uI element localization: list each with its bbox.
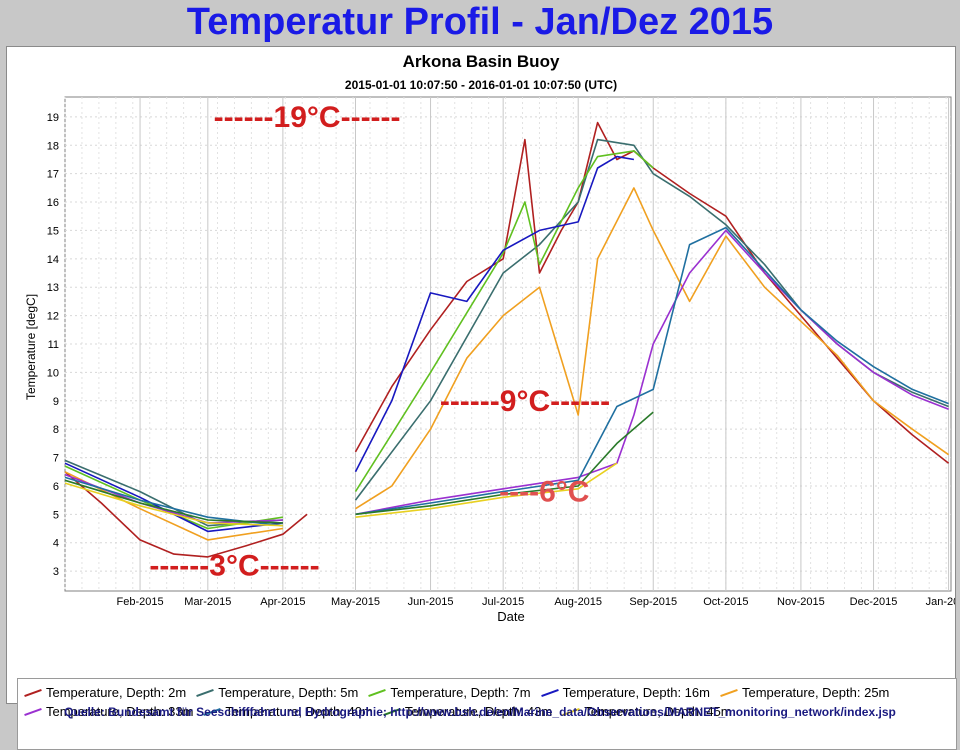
y-tick-label: 18	[47, 140, 59, 152]
x-tick-label: Nov-2015	[777, 596, 825, 608]
legend-item-3: Temperature, Depth: 7m	[368, 685, 531, 700]
chart-subtitle: 2015-01-01 10:07:50 - 2016-01-01 10:07:5…	[345, 78, 617, 92]
legend-item-9: Temperature, Depth: 45m	[562, 704, 732, 719]
source-citation: Quelle: Bundesamt für Seeschifffahrt und…	[64, 705, 896, 719]
x-tick-label: Apr-2015	[260, 596, 305, 608]
x-tick-label: Jul-2015	[482, 596, 524, 608]
y-tick-label: 3	[53, 566, 59, 578]
y-tick-label: 4	[53, 538, 59, 550]
x-tick-label: Dec-2015	[850, 596, 898, 608]
legend-label: Temperature, Depth: 33m	[46, 704, 194, 719]
y-tick-label: 11	[48, 339, 59, 351]
x-tick-label: Jun-2015	[408, 596, 454, 608]
x-tick-label: Mar-2015	[184, 596, 231, 608]
y-tick-label: 16	[47, 197, 59, 209]
annotation-3: ----6°C	[499, 476, 589, 509]
x-tick-label: Feb-2015	[116, 596, 163, 608]
series-group	[64, 121, 950, 558]
y-tick-label: 17	[47, 169, 59, 181]
legend-item-1: Temperature, Depth: 2m	[24, 685, 186, 700]
grid	[64, 96, 952, 592]
y-tick-label: 7	[53, 453, 59, 465]
y-axis-label: Temperature [degC]	[24, 294, 38, 400]
legend-row: Temperature, Depth: 2m Temperature, Depth…	[24, 683, 950, 721]
y-tick-label: 10	[47, 367, 59, 379]
legend-item-4: Temperature, Depth: 16m	[540, 685, 710, 700]
y-tick-label: 6	[53, 481, 59, 493]
legend-swatch	[540, 688, 559, 697]
x-tick-label: Aug-2015	[554, 596, 602, 608]
legend-swatch	[196, 688, 214, 697]
chart-frame: Arkona Basin Buoy 2015-01-01 10:07:50 - …	[6, 46, 957, 750]
y-tick-label: 9	[53, 396, 59, 408]
x-tick-label: Jan-2016	[926, 596, 955, 608]
x-tick-label: May-2015	[331, 596, 380, 608]
y-tick-label: 8	[53, 424, 59, 436]
legend-item-6: Temperature, Depth: 33m	[24, 704, 193, 719]
legend-item-8: Temperature, Depth: 43m	[383, 704, 552, 719]
annotation-2: ------9°C------	[440, 385, 610, 418]
series-line-9	[64, 462, 618, 527]
legend-label: Temperature, Depth: 5m	[218, 685, 359, 700]
x-axis-label: Date	[497, 609, 524, 624]
legend-item-7: Temperature, Depth: 40m	[203, 704, 373, 719]
annotations: ------19°C------ ------9°C------ ----6°C --…	[149, 101, 610, 583]
x-tick-label: Oct-2015	[703, 596, 748, 608]
y-tick-label: 15	[47, 225, 59, 237]
legend-label: Temperature, Depth: 40m	[225, 704, 373, 719]
series-line-8	[64, 411, 654, 524]
y-tick-label: 13	[47, 282, 59, 294]
y-tick-label: 5	[53, 509, 59, 521]
plot-area	[64, 96, 952, 592]
slide-title: Temperatur Profil - Jan/Dez 2015	[186, 1, 774, 43]
legend-label: Temperature, Depth: 2m	[46, 685, 187, 700]
legend-label: Temperature, Depth: 43m	[404, 704, 553, 719]
legend-swatch	[24, 688, 42, 697]
legend-label: Temperature, Depth: 16m	[562, 685, 710, 700]
legend-label: Temperature, Depth: 45m	[584, 704, 732, 719]
chart-title: Arkona Basin Buoy	[403, 52, 560, 71]
series-line-5	[64, 187, 950, 541]
legend-label: Temperature, Depth: 25m	[741, 685, 890, 700]
y-tick-label: 14	[47, 254, 59, 266]
legend-swatch	[368, 688, 387, 697]
y-tick-label: 12	[47, 311, 59, 323]
annotation-1: ------19°C------	[214, 101, 401, 134]
legend-swatch	[720, 688, 738, 697]
legend-item-5: Temperature, Depth: 25m	[720, 685, 889, 700]
y-tick-label: 19	[47, 112, 59, 124]
legend-label: Temperature, Depth: 7m	[390, 685, 531, 700]
x-tick-label: Sep-2015	[629, 596, 677, 608]
annotation-4: ------3°C------	[149, 549, 319, 582]
ticks: 3 4 5 6 7 8 9 10 11 12 13 14 15 16 17 18 19 Feb-2015 Mar-2…	[47, 112, 955, 608]
legend-item-2: Temperature, Depth: 5m	[196, 685, 358, 700]
line-chart: Arkona Basin Buoy 2015-01-01 10:07:50 - …	[24, 52, 955, 624]
